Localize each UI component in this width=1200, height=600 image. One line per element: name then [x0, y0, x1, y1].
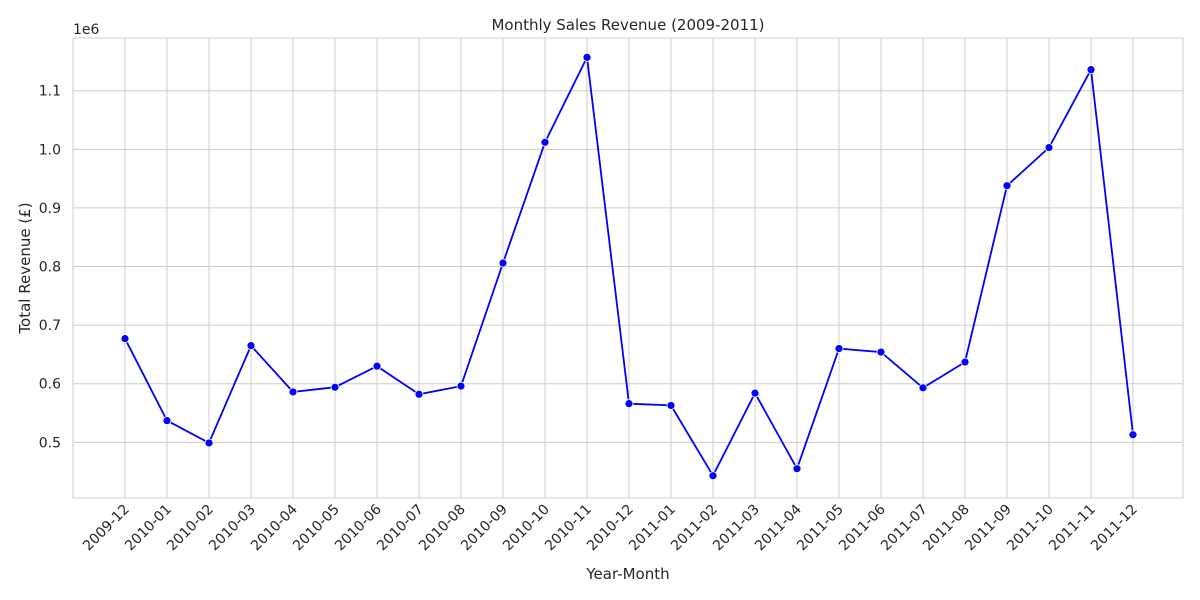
data-point	[162, 416, 172, 426]
x-tick-label: 2011-12	[1088, 502, 1141, 555]
data-point	[1086, 65, 1096, 75]
data-point	[288, 387, 298, 397]
grid-lines	[73, 38, 1183, 498]
data-point	[834, 344, 844, 353]
y-tick-label: 0.5	[39, 435, 61, 451]
data-point	[1128, 430, 1138, 440]
data-point	[918, 383, 928, 393]
data-point	[624, 399, 634, 409]
data-point	[960, 357, 970, 367]
data-point	[414, 389, 424, 399]
data-point	[792, 464, 802, 474]
data-point	[330, 382, 340, 392]
data-point	[120, 334, 130, 344]
y-tick-label: 1.0	[39, 142, 61, 158]
series-points	[120, 52, 1138, 481]
data-point	[708, 471, 718, 481]
y-tick-label: 1.1	[39, 84, 61, 100]
data-point	[204, 438, 214, 448]
y-axis-title: Total Revenue (£)	[16, 202, 34, 334]
data-point	[456, 381, 466, 391]
data-point	[1044, 143, 1054, 152]
y-tick-label: 0.7	[39, 318, 61, 334]
y-offset-label: 1e6	[73, 22, 100, 38]
data-point	[666, 401, 676, 410]
data-point	[750, 388, 760, 398]
data-point	[1002, 181, 1012, 191]
data-point	[540, 137, 550, 147]
plot-frame	[72, 37, 1184, 499]
y-tick-label: 0.9	[39, 201, 61, 217]
y-axis-ticks: 0.5 0.6 0.7 0.8 0.9 1.0 1.1	[39, 84, 61, 452]
data-point	[876, 347, 886, 357]
data-point	[498, 258, 508, 268]
x-axis-ticks: 2009-122010-012010-022010-032010-042010-…	[80, 501, 1141, 554]
chart-title: Monthly Sales Revenue (2009-2011)	[491, 16, 764, 34]
data-point	[582, 52, 592, 62]
y-tick-label: 0.6	[39, 377, 61, 393]
y-tick-label: 0.8	[39, 260, 61, 276]
data-point	[246, 341, 256, 351]
x-axis-title: Year-Month	[585, 565, 669, 583]
data-point	[372, 361, 382, 371]
